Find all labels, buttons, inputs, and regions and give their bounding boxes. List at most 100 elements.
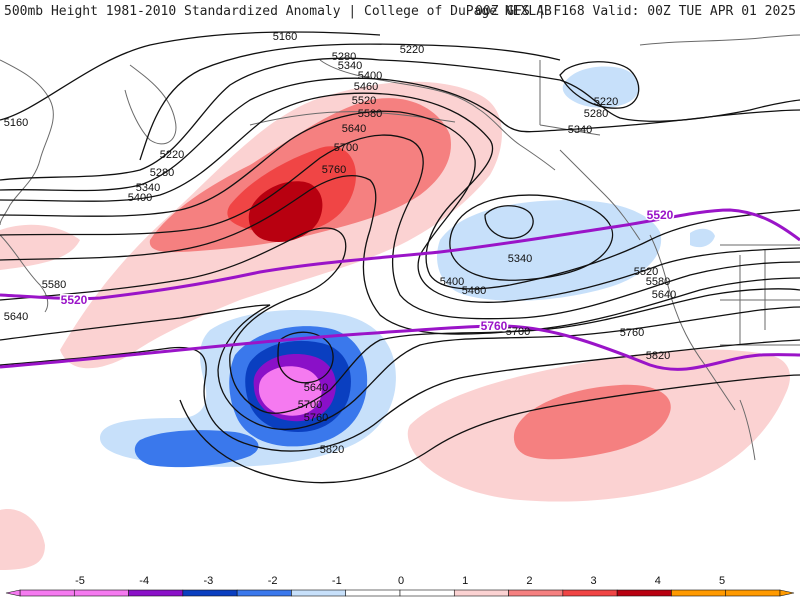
height-label-5400: 5400	[358, 70, 382, 82]
height-contours	[0, 31, 800, 484]
colorbar-segment	[291, 589, 347, 597]
contour-5160	[0, 31, 381, 121]
height-label-text: 5640	[342, 123, 366, 135]
height-label-5640: 5640	[4, 311, 28, 323]
height-label-text: 5520	[634, 266, 658, 278]
contour-5400-closed	[449, 194, 614, 281]
contour-5820	[179, 374, 800, 484]
state-borders	[720, 244, 800, 346]
colorbar-segments	[5, 589, 795, 597]
height-label-5340: 5340	[568, 124, 592, 136]
height-label-text: 5580	[42, 279, 66, 291]
height-label-text: 5400	[358, 70, 382, 82]
height-label-5760: 5760	[322, 164, 346, 176]
height-label-5820: 5820	[320, 444, 344, 456]
height-label-5340: 5340	[136, 182, 160, 194]
run-valid-time: 00Z GFS | F168 Valid: 00Z TUE APR 01 202…	[475, 4, 796, 19]
coastline-arctic	[639, 34, 800, 46]
colorbar-segment	[128, 589, 184, 597]
contour-5580	[0, 175, 800, 335]
colorbar-tick-label: -2	[268, 575, 278, 587]
coastline-asia	[0, 59, 54, 226]
colorbar-segment	[508, 589, 564, 597]
colorbar-segment	[616, 589, 672, 597]
height-label-5520: 5520	[634, 266, 658, 278]
height-label-5220: 5220	[594, 96, 618, 108]
height-label-text: 5400	[128, 192, 152, 204]
colorbar-segment	[725, 589, 781, 597]
colorbar-tick-label: 0	[398, 575, 404, 587]
anomaly-neg1-central-pacific	[437, 200, 662, 301]
height-label-text: 5400	[440, 276, 464, 288]
height-label-5760: 5760	[304, 412, 328, 424]
height-label-text: 5760	[620, 327, 644, 339]
anomaly-pos1-northwest	[0, 224, 80, 270]
height-label-5640: 5640	[342, 123, 366, 135]
colorbar-tick-label: 5	[719, 575, 725, 587]
product-title: 500mb Height 1981-2010 Standardized Anom…	[4, 4, 552, 19]
coastline-bc	[559, 149, 641, 241]
height-label-text: 5820	[646, 350, 670, 362]
height-label-text: 5580	[646, 276, 670, 288]
height-label-5340: 5340	[338, 60, 362, 72]
coastline-kamchatka	[124, 64, 177, 145]
header-bar: 500mb Height 1981-2010 Standardized Anom…	[0, 0, 800, 22]
height-label-text: 5700	[506, 326, 530, 338]
anomaly-shading	[0, 66, 790, 570]
contour-5700	[0, 304, 800, 430]
colorbar-tick-label: 4	[655, 575, 661, 587]
colorbar-tick-label: 1	[462, 575, 468, 587]
colorbar-ticks: -5 -4 -3 -2 -1 0 1 2 3 4 5	[75, 575, 725, 587]
height-label-text: 5220	[594, 96, 618, 108]
height-label-5460: 5460	[462, 285, 486, 297]
contour-5640-closed	[277, 331, 334, 384]
climo-labels: 5520 5520 5760	[59, 207, 675, 335]
anomaly-neg5-core	[258, 366, 322, 416]
height-label-5640: 5640	[652, 289, 676, 301]
height-label-5220: 5220	[400, 44, 424, 56]
coastline-japan	[0, 234, 49, 313]
contour-5400	[0, 92, 800, 290]
colorbar-segment	[562, 589, 618, 597]
colorbar-tick-label: 2	[526, 575, 532, 587]
height-label-text: 5340	[136, 182, 160, 194]
height-label-text: 5220	[160, 149, 184, 161]
anomaly-pos2-subtropical	[513, 384, 671, 460]
anomaly-neg1-northeast	[562, 66, 640, 108]
height-label-5640: 5640	[304, 382, 328, 394]
colorbar-tick-label: -4	[139, 575, 149, 587]
anomaly-map: 5160516052205220522052805280528053405340…	[0, 31, 800, 570]
contour-5520	[0, 134, 800, 320]
coastlines	[0, 34, 800, 461]
height-label-text: 5460	[462, 285, 486, 297]
height-label-5700: 5700	[334, 142, 358, 154]
height-label-text: 5760	[304, 412, 328, 424]
height-label-5220: 5220	[160, 149, 184, 161]
height-label-text: 5520	[352, 95, 376, 107]
height-label-5520: 5520	[352, 95, 376, 107]
height-label-text: 5700	[334, 142, 358, 154]
height-label-text: 5160	[4, 117, 28, 129]
colorbar-max-arrow	[779, 589, 795, 597]
anomaly-pos1-southwest	[0, 509, 45, 570]
height-label-text: 5280	[584, 108, 608, 120]
contour-5340-closed	[484, 205, 534, 239]
contour-5460	[0, 110, 800, 303]
colorbar-segment	[19, 589, 75, 597]
height-label-text: 5220	[400, 44, 424, 56]
colorbar-segment	[345, 589, 401, 597]
height-label-text: 5640	[304, 382, 328, 394]
climo-5760	[0, 324, 800, 371]
colorbar-tick-label: -5	[75, 575, 85, 587]
colorbar-segment	[671, 589, 727, 597]
height-label-5820: 5820	[646, 350, 670, 362]
colorbar-tick-label: 3	[591, 575, 597, 587]
contour-5220-east	[559, 61, 640, 109]
height-label-5580: 5580	[42, 279, 66, 291]
anomaly-colorbar: -5 -4 -3 -2 -1 0 1 2 3 4 5	[5, 575, 795, 597]
height-label-text: 5160	[273, 31, 297, 43]
contour-labels: 5160516052205220522052805280528053405340…	[4, 31, 676, 456]
colorbar-tick-label: -3	[204, 575, 214, 587]
height-label-text: 5340	[568, 124, 592, 136]
